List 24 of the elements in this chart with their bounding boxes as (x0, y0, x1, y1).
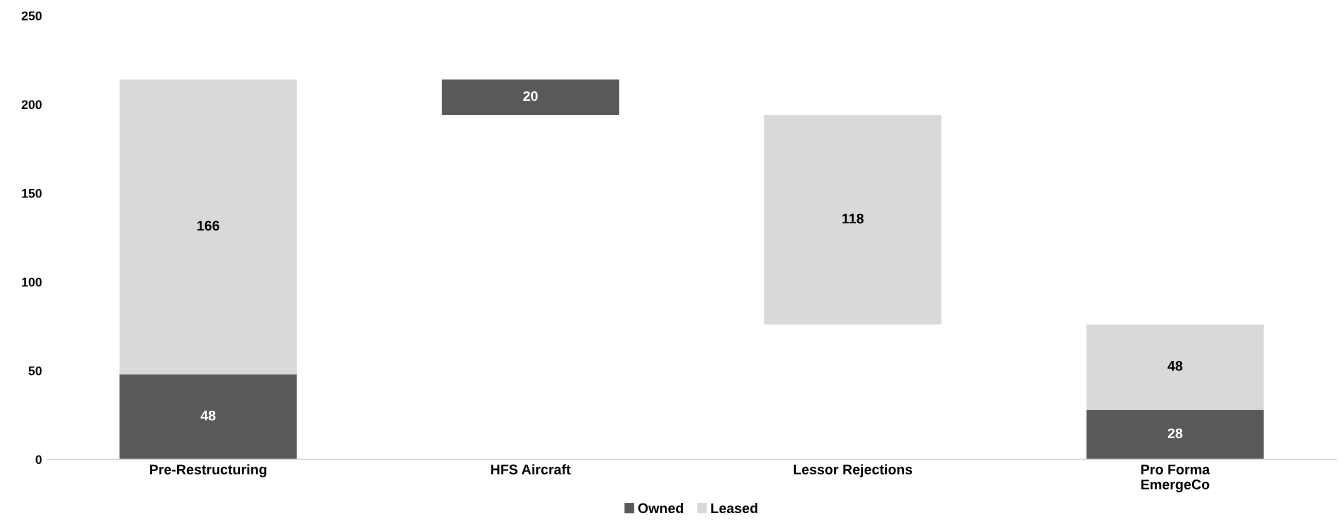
data-label: 48 (1167, 360, 1183, 371)
bar (119, 374, 297, 460)
data-label: 166 (197, 220, 220, 231)
bar (1086, 324, 1264, 410)
bar (119, 79, 297, 375)
y-tick-label: 50 (28, 366, 42, 376)
legend-label: Owned (638, 502, 684, 514)
y-tick-label: 250 (21, 11, 42, 21)
y-tick-label: 0 (35, 455, 42, 465)
y-tick-label: 100 (22, 277, 42, 287)
x-tick-label: Lessor Rejections (793, 464, 913, 478)
x-tick-label: Pro Forma EmergeCo (1141, 464, 1210, 493)
data-label: 28 (1167, 428, 1183, 439)
data-label: 20 (523, 91, 538, 102)
y-tick-label: 150 (22, 188, 42, 198)
legend-label: Leased (711, 502, 758, 514)
data-label: 118 (842, 213, 864, 224)
y-tick-label: 200 (21, 100, 42, 110)
data-label: 48 (200, 410, 216, 421)
x-tick-label: HFS Aircraft (491, 464, 571, 475)
bar (1086, 409, 1264, 460)
x-tick-label: Pre-Restructuring (150, 464, 267, 478)
bar (441, 79, 620, 116)
bar (764, 115, 942, 325)
